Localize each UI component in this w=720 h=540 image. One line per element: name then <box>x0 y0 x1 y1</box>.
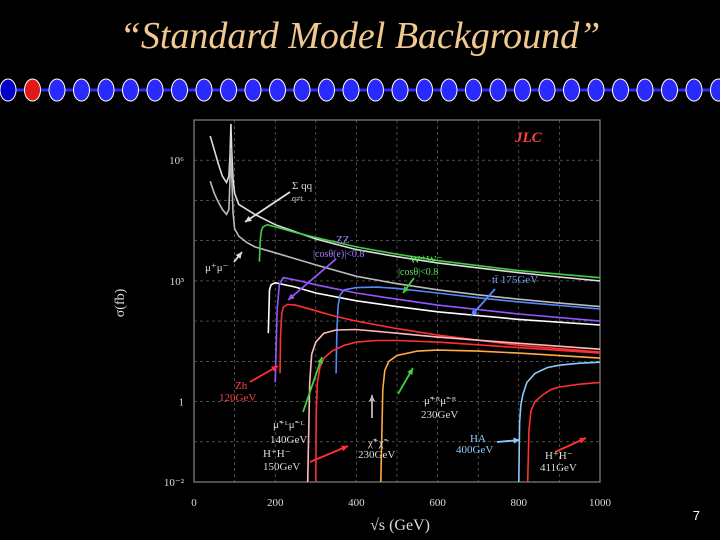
rail-bead <box>465 78 482 102</box>
arrow-smuR-head <box>407 368 413 375</box>
rail-bead <box>342 78 360 102</box>
y-tick-label: 10⁶ <box>169 155 184 167</box>
tick-labels: 0 200 400 600 800 1000 10⁶ 10³ 1 10⁻² <box>164 155 612 509</box>
label-smuR-1: μ̃⁺ᴿμ̃⁻ᴿ <box>424 395 457 407</box>
x-tick-label: 200 <box>267 497 284 509</box>
arrow-qq-head <box>245 215 252 222</box>
rail-bead <box>0 78 17 102</box>
label-ww-1: W⁺W⁻ <box>410 254 443 266</box>
label-smuR-2: 230GeV <box>421 409 458 421</box>
x-tick-label: 1000 <box>589 497 612 509</box>
rail-bead <box>146 78 164 102</box>
arrow-qq <box>244 191 291 223</box>
rail-bead <box>318 78 335 102</box>
x-axis-label: √s (GeV) <box>370 517 430 534</box>
bead-rail-decoration <box>0 78 720 102</box>
label-tt: tt̄ 175GeV <box>492 274 538 286</box>
rail-bead <box>636 78 654 102</box>
grid-lines <box>194 119 600 483</box>
label-qq-sub: q≠t <box>292 194 303 203</box>
label-smuL-2: 140GeV <box>270 434 307 446</box>
label-smuL-1: μ̃⁺ᴸμ̃⁻ᴸ <box>273 419 305 431</box>
label-hplus-411-2: 411GeV <box>540 462 577 474</box>
rail-bead <box>24 78 41 102</box>
arrow-smuL <box>302 356 323 413</box>
rail-bead <box>489 78 507 102</box>
rail-bead <box>220 78 237 102</box>
series-line-ZZ <box>267 281 600 334</box>
arrow-hplus150 <box>309 445 349 463</box>
label-zz-1: ZZ <box>336 234 350 246</box>
x-tick-label: 800 <box>511 497 528 509</box>
label-hplus-411-1: H⁺H⁻ <box>545 450 573 462</box>
rail-bead <box>73 78 90 102</box>
rail-bead <box>269 78 286 102</box>
x-tick-label: 600 <box>429 497 446 509</box>
label-mumu: μ⁺μ⁻ <box>205 262 229 274</box>
rail-bead <box>710 78 720 102</box>
rail-bead <box>416 78 433 102</box>
series-line-qq <box>209 123 600 282</box>
label-qq: Σ qq <box>292 180 313 192</box>
rail-bead <box>563 78 580 102</box>
series-line-tt <box>335 286 600 374</box>
series-line-Hplus411 <box>526 381 600 482</box>
label-zh-2: 120GeV <box>219 392 256 404</box>
arrow-hplus411-head <box>579 437 586 444</box>
rail-bead <box>293 78 311 102</box>
rail-bead <box>244 78 262 102</box>
series-line-HA400 <box>518 361 600 482</box>
label-ww-2: |cosθ|<0.8 <box>398 267 438 278</box>
arrow-zz <box>287 258 337 301</box>
rail-bead <box>48 78 66 102</box>
rail-bead <box>195 78 213 102</box>
arrow-mumu-head <box>235 252 242 259</box>
y-axis-label: σ(fb) <box>113 288 128 317</box>
rail-bead <box>685 78 703 102</box>
page-number: 7 <box>692 508 700 523</box>
rail-bead <box>122 78 139 102</box>
arrow-smuL-head <box>317 357 323 364</box>
label-zz-2: |cosθ(e)|<0.8 <box>313 249 364 260</box>
label-ha-1: HA <box>470 433 486 445</box>
annotation-arrows <box>233 191 587 463</box>
label-zh-1: Zh <box>235 380 248 392</box>
series-line-smuL <box>306 328 600 482</box>
label-hplus-150-1: H⁺H⁻ <box>263 448 291 460</box>
y-tick-label: 1 <box>179 397 185 409</box>
rail-bead <box>612 78 629 102</box>
rail-bead <box>538 78 556 102</box>
arrow-ww-head <box>403 286 410 293</box>
rail-bead <box>440 78 458 102</box>
slide-title: “Standard Model Background” <box>119 15 601 57</box>
arrow-chargino-head <box>368 395 376 402</box>
rail-bead <box>171 78 188 102</box>
rail-bead <box>587 78 605 102</box>
rail-bead <box>97 78 115 102</box>
series-line-Zh <box>279 303 600 374</box>
y-tick-label: 10³ <box>170 276 185 288</box>
series-line-Hplus150 <box>315 339 600 482</box>
chart-title: JLC <box>514 130 543 146</box>
series-line-mumu <box>209 148 600 308</box>
label-chargino-2: 230GeV <box>358 449 395 461</box>
label-hplus-150-2: 150GeV <box>263 461 300 473</box>
arrow-zh-head <box>271 366 278 372</box>
arrow-hplus150-head <box>341 445 348 452</box>
rail-bead <box>661 78 678 102</box>
label-ha-2: 400GeV <box>456 444 493 456</box>
arrow-zz-head <box>288 293 295 300</box>
label-chargino-1: χ̃⁺χ̃⁻ <box>367 437 390 449</box>
arrow-tt-head <box>471 309 478 316</box>
rail-bead <box>514 78 531 102</box>
x-tick-label: 0 <box>191 497 197 509</box>
series-line-WW <box>258 223 600 279</box>
rail-bead <box>391 78 409 102</box>
y-tick-label: 10⁻² <box>164 477 185 489</box>
rail-bead <box>367 78 384 102</box>
arrow-ha-head <box>513 437 520 444</box>
series-line-smuR <box>380 349 600 482</box>
x-tick-label: 400 <box>348 497 365 509</box>
